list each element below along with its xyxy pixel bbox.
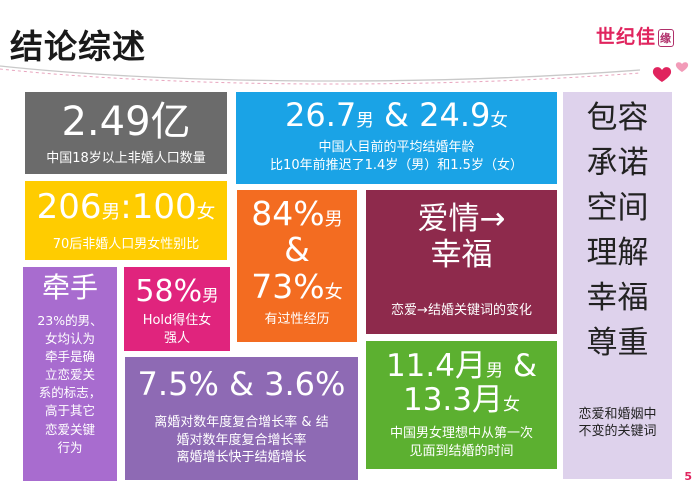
keyword-word: 包容: [586, 100, 649, 136]
amp-symbol: &: [284, 230, 310, 270]
female-unit: 女: [503, 395, 521, 416]
tile-unmarried-population: 2.49亿 中国18岁以上非婚人口数量: [25, 92, 227, 174]
male-unit: 男: [485, 361, 503, 381]
strong-woman-caption-1: Hold得住女: [142, 313, 212, 328]
page-title: 结论综述: [10, 27, 146, 66]
hold-hands-line: 立恋爱关: [44, 367, 95, 383]
strong-woman-percent: 58%: [135, 274, 203, 309]
sex-ratio-values: 206男:100女: [25, 187, 227, 227]
population-caption: 中国18岁以上非婚人口数量: [46, 151, 206, 166]
female-ratio-value: 100: [131, 187, 197, 227]
male-unit: 男: [101, 202, 121, 223]
meet-caption-2: 见面到结婚的时间: [409, 443, 514, 459]
male-experience: 84%男: [237, 194, 357, 233]
amp-symbol: &: [512, 348, 538, 384]
tile-hold-hands: 牵手 23%的男、 女均认为牵手是确立恋爱关系的标志， 高于其它恋爱关键行为: [23, 267, 117, 481]
tile-marriage-age: 26.7男 & 24.9女 中国人目前的平均结婚年龄 比10年前推迟了1.4岁（…: [236, 92, 557, 184]
tile-constant-keywords: 包容承诺空间理解幸福尊重 恋爱和婚姻中 不变的关键词: [563, 92, 672, 479]
ratio-colon: :: [120, 187, 132, 227]
amp-symbol: &: [384, 96, 409, 134]
male-unit: 男: [324, 209, 343, 230]
hold-hands-line: 行为: [57, 439, 83, 455]
meet-line2: 13.3月女: [366, 383, 557, 417]
brand-name: 世纪佳: [596, 26, 657, 48]
female-age-value: 24.9: [419, 96, 491, 134]
strong-woman-value: 58%男: [124, 275, 230, 308]
keyword-word: 幸福: [586, 279, 649, 316]
divorce-growth-text: 离婚对数年度复合增长率 & 结婚对数年度复合增长率 离婚增长快于结婚增长: [125, 414, 358, 467]
divorce-growth-line: 离婚增长快于结婚增长: [176, 450, 307, 466]
tile-meet-to-marry: 11.4月男 & 13.3月女 中国男女理想中从第一次 见面到结婚的时间: [366, 341, 557, 469]
keyword-word: 理解: [586, 234, 649, 271]
brand-logo: 世纪佳缘: [596, 22, 675, 49]
tile-sexual-experience: 84%男 & 73%女 有过性经历: [237, 190, 357, 342]
brand-seal: 缘: [658, 28, 675, 47]
keyword-shift-line2: 幸福: [430, 237, 493, 274]
female-unit: 女: [324, 281, 343, 303]
female-experience-value: 73%: [251, 266, 325, 306]
divorce-growth-line: 离婚对数年度复合增长率 & 结: [154, 415, 329, 431]
tile-strong-woman: 58%男 Hold得住女 强人: [124, 267, 230, 351]
keyword-word: 尊重: [586, 324, 649, 361]
hold-hands-line: 系的标志，: [38, 385, 102, 401]
keyword-list: 包容承诺空间理解幸福尊重: [563, 96, 672, 366]
heart-icon: [652, 67, 672, 82]
male-months-value: 11.4月: [385, 348, 486, 384]
keyword-word: 承诺: [586, 144, 649, 181]
hold-hands-line: 女均认为: [44, 330, 95, 346]
marriage-age-values: 26.7男 & 24.9女: [236, 96, 557, 134]
meet-caption-1: 中国男女理想中从第一次: [389, 426, 533, 442]
tile-sex-ratio: 206男:100女 70后非婚人口男女性别比: [25, 181, 227, 260]
sex-ratio-caption: 70后非婚人口男女性别比: [52, 237, 200, 253]
marriage-age-caption-1: 中国人目前的平均结婚年龄: [318, 140, 475, 156]
population-value: 2.49亿: [61, 99, 191, 145]
keyword-word: 空间: [586, 189, 649, 226]
male-unit: 男: [356, 111, 374, 131]
tile-divorce-growth: 7.5% & 3.6% 离婚对数年度复合增长率 & 结婚对数年度复合增长率 离婚增…: [125, 357, 358, 480]
divorce-growth-value: 7.5% & 3.6%: [137, 365, 346, 403]
marriage-age-caption-2: 比10年前推迟了1.4岁（男）和1.5岁（女）: [270, 157, 523, 173]
female-experience: 73%女: [237, 266, 357, 306]
female-unit: 女: [490, 111, 508, 131]
female-months-value: 13.3月: [402, 382, 503, 419]
tile-keyword-shift: 爱情→ 幸福 恋爱→结婚关键词的变化: [366, 190, 557, 334]
female-unit: 女: [196, 202, 216, 223]
hold-hands-line: 恋爱关键: [44, 421, 95, 437]
hold-hands-line: 牵手是确: [44, 349, 95, 365]
hold-hands-line: 高于其它: [44, 403, 95, 419]
experience-caption: 有过性经历: [264, 311, 330, 327]
keywords-caption-2: 不变的关键词: [578, 424, 657, 440]
keyword-shift-caption: 恋爱→结婚关键词的变化: [391, 303, 532, 319]
male-age-value: 26.7: [284, 96, 357, 134]
heart-icon: [675, 62, 689, 72]
page-number: 5: [684, 470, 692, 483]
keyword-shift-line1: 爱情→: [417, 201, 506, 237]
male-ratio-value: 206: [36, 187, 102, 227]
keywords-caption-1: 恋爱和婚姻中: [578, 406, 657, 422]
decorative-header-line: [0, 62, 689, 85]
hold-hands-line: 23%的男、: [37, 312, 103, 328]
divorce-growth-line: 婚对数年度复合增长率: [176, 432, 307, 448]
male-unit: 男: [202, 286, 219, 305]
hold-hands-title: 牵手: [41, 271, 98, 304]
hold-hands-text: 23%的男、 女均认为牵手是确立恋爱关系的标志， 高于其它恋爱关键行为: [23, 312, 117, 457]
strong-woman-caption-2: 强人: [163, 330, 190, 346]
male-experience-value: 84%: [251, 194, 325, 233]
meet-line1: 11.4月男 &: [366, 349, 557, 383]
